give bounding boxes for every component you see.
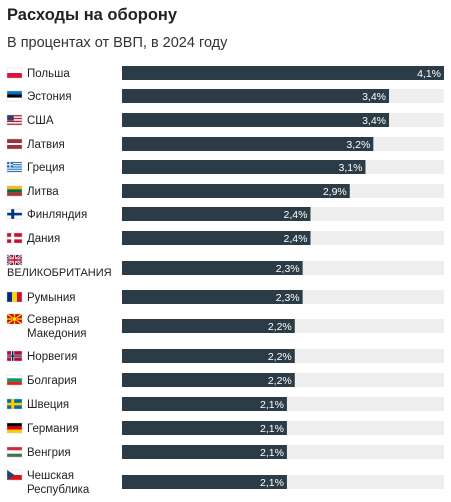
category-label: США [27, 115, 54, 127]
bar [122, 184, 350, 198]
latvia-flag-icon [6, 138, 23, 150]
bar [122, 66, 444, 80]
north-macedonia-flag-icon [6, 313, 23, 325]
chart-row: ВЕЛИКОБРИТАНИЯ 2,3% [6, 254, 444, 279]
category-label: Болгария [27, 375, 77, 387]
value-label: 3,2% [346, 139, 370, 151]
category-label: Венгрия [27, 447, 71, 459]
category-label: Румыния [27, 292, 75, 304]
chart-row: Дания 2,4% [6, 231, 444, 245]
bar [122, 349, 295, 363]
category-label: Чешская Республика [27, 470, 90, 496]
chart-row: Эстония 3,4% [6, 89, 444, 103]
category-label: Германия [27, 423, 79, 435]
category-label: Эстония [27, 91, 72, 103]
bar [122, 207, 311, 221]
bar [122, 160, 366, 174]
value-label: 3,1% [339, 162, 363, 174]
chart-row: Польша 4,1% [6, 66, 444, 80]
chart-row: Латвия 3,2% [6, 137, 444, 151]
category-label: Финляндия [27, 209, 87, 221]
greece-flag-icon [6, 161, 23, 173]
chart-row: Венгрия 2,1% [6, 445, 444, 459]
chart-row: Чешская Республика 2,1% [6, 469, 444, 496]
value-label: 2,1% [260, 447, 284, 459]
category-label: Латвия [27, 139, 65, 151]
chart-row: Германия 2,1% [6, 421, 444, 435]
value-label: 2,9% [323, 186, 347, 198]
poland-flag-icon [6, 67, 23, 79]
chart-row: Литва 2,9% [6, 184, 444, 198]
value-label: 2,3% [276, 263, 300, 275]
chart-row: Болгария 2,2% [6, 373, 444, 387]
value-label: 3,4% [362, 115, 386, 127]
sweden-flag-icon [6, 398, 23, 410]
chart-row: Норвегия 2,2% [6, 349, 444, 363]
value-label: 2,1% [260, 399, 284, 411]
value-label: 2,4% [284, 209, 308, 221]
bar [122, 137, 374, 151]
value-label: 4,1% [417, 68, 441, 80]
chart-subtitle: В процентах от ВВП, в 2024 году [7, 35, 228, 51]
category-label: Северная Македония [27, 314, 87, 340]
usa-flag-icon [6, 114, 23, 126]
chart-row: Северная Македония 2,2% [6, 313, 444, 340]
lithuania-flag-icon [6, 185, 23, 197]
value-label: 2,4% [284, 233, 308, 245]
chart-row: Швеция 2,1% [6, 397, 444, 411]
romania-flag-icon [6, 291, 23, 303]
value-label: 2,1% [260, 477, 284, 489]
denmark-flag-icon [6, 232, 23, 244]
chart-title: Расходы на оборону [7, 6, 178, 24]
bar [122, 89, 390, 103]
chart-row: США 3,4% [6, 113, 444, 127]
bar [122, 290, 303, 304]
value-label: 2,1% [260, 423, 284, 435]
category-label: Норвегия [27, 351, 77, 363]
bar [122, 445, 287, 459]
bar [122, 475, 287, 489]
value-label: 2,2% [268, 375, 292, 387]
bar [122, 113, 390, 127]
category-label: ВЕЛИКОБРИТАНИЯ [7, 267, 112, 279]
category-label: Польша [27, 68, 70, 80]
bar [122, 397, 287, 411]
czech-flag-icon [6, 469, 23, 481]
bulgaria-flag-icon [6, 374, 23, 386]
chart-row: Греция 3,1% [6, 160, 444, 174]
uk-flag-icon [6, 254, 23, 266]
bar [122, 319, 295, 333]
value-label: 3,4% [362, 91, 386, 103]
hungary-flag-icon [6, 446, 23, 458]
category-label: Литва [27, 186, 59, 198]
estonia-flag-icon [6, 90, 23, 102]
category-label: Греция [27, 162, 65, 174]
bar [122, 421, 287, 435]
finland-flag-icon [6, 208, 23, 220]
value-label: 2,2% [268, 351, 292, 363]
germany-flag-icon [6, 422, 23, 434]
norway-flag-icon [6, 350, 23, 362]
category-label: Дания [27, 233, 60, 245]
chart-row: Финляндия 2,4% [6, 207, 444, 221]
bar [122, 231, 311, 245]
bar [122, 261, 303, 275]
value-label: 2,3% [276, 292, 300, 304]
chart-row: Румыния 2,3% [6, 290, 444, 304]
category-label: Швеция [27, 399, 69, 411]
bar [122, 373, 295, 387]
value-label: 2,2% [268, 321, 292, 333]
